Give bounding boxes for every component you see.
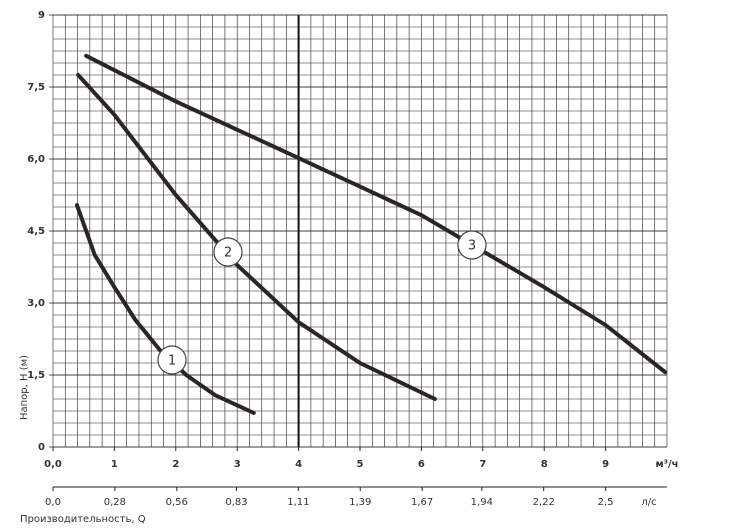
x-tick-label: 7 bbox=[479, 459, 486, 470]
x2-unit: л/с bbox=[641, 497, 656, 508]
y-axis-label: Напор, H (м) bbox=[19, 355, 30, 420]
x-tick-label: 8 bbox=[541, 459, 548, 470]
y-tick-label: 4,5 bbox=[27, 226, 45, 237]
x2-tick-label: 0,28 bbox=[104, 497, 126, 508]
x-tick-label: 1 bbox=[111, 459, 118, 470]
curve-label-circle bbox=[457, 230, 487, 260]
y-tick-label: 3,0 bbox=[27, 298, 45, 309]
x2-tick-label: 0,56 bbox=[166, 497, 188, 508]
y-tick-label: 7,5 bbox=[27, 82, 45, 93]
curve-label-circle bbox=[213, 237, 243, 267]
curve-label: 1 bbox=[168, 354, 176, 369]
x-tick-label: 5 bbox=[357, 459, 364, 470]
curve-label-circle bbox=[157, 345, 187, 375]
y-tick-label: 9 bbox=[38, 10, 45, 21]
curve-label: 2 bbox=[224, 246, 232, 261]
x2-tick-label: 1,11 bbox=[287, 497, 309, 508]
x-tick-label: 9 bbox=[602, 459, 609, 470]
x2-tick-label: 0,83 bbox=[225, 497, 247, 508]
x-axis-label: Производительность, Q bbox=[20, 514, 146, 525]
x-tick-label: 2 bbox=[172, 459, 179, 470]
y-tick-label: 6,0 bbox=[27, 154, 45, 165]
curve bbox=[74, 203, 256, 415]
x-tick-label: 4 bbox=[295, 459, 302, 470]
x2-tick-label: 2,22 bbox=[533, 497, 555, 508]
x-tick-label: 3 bbox=[234, 459, 241, 470]
x-tick-label: 0,0 bbox=[44, 459, 62, 470]
x2-tick-label: 0,0 bbox=[45, 497, 61, 508]
x2-tick-label: 1,67 bbox=[411, 497, 433, 508]
x-unit: м³/ч bbox=[655, 459, 678, 470]
y-tick-label: 1,5 bbox=[27, 370, 45, 381]
x2-tick-label: 2,5 bbox=[598, 497, 614, 508]
curve-label: 3 bbox=[468, 239, 476, 254]
x2-tick-label: 1,39 bbox=[349, 497, 371, 508]
curve bbox=[84, 53, 668, 375]
x-tick-label: 6 bbox=[418, 459, 425, 470]
x2-tick-label: 1,94 bbox=[471, 497, 493, 508]
y-tick-label: 0 bbox=[38, 442, 45, 453]
curve bbox=[76, 73, 437, 401]
